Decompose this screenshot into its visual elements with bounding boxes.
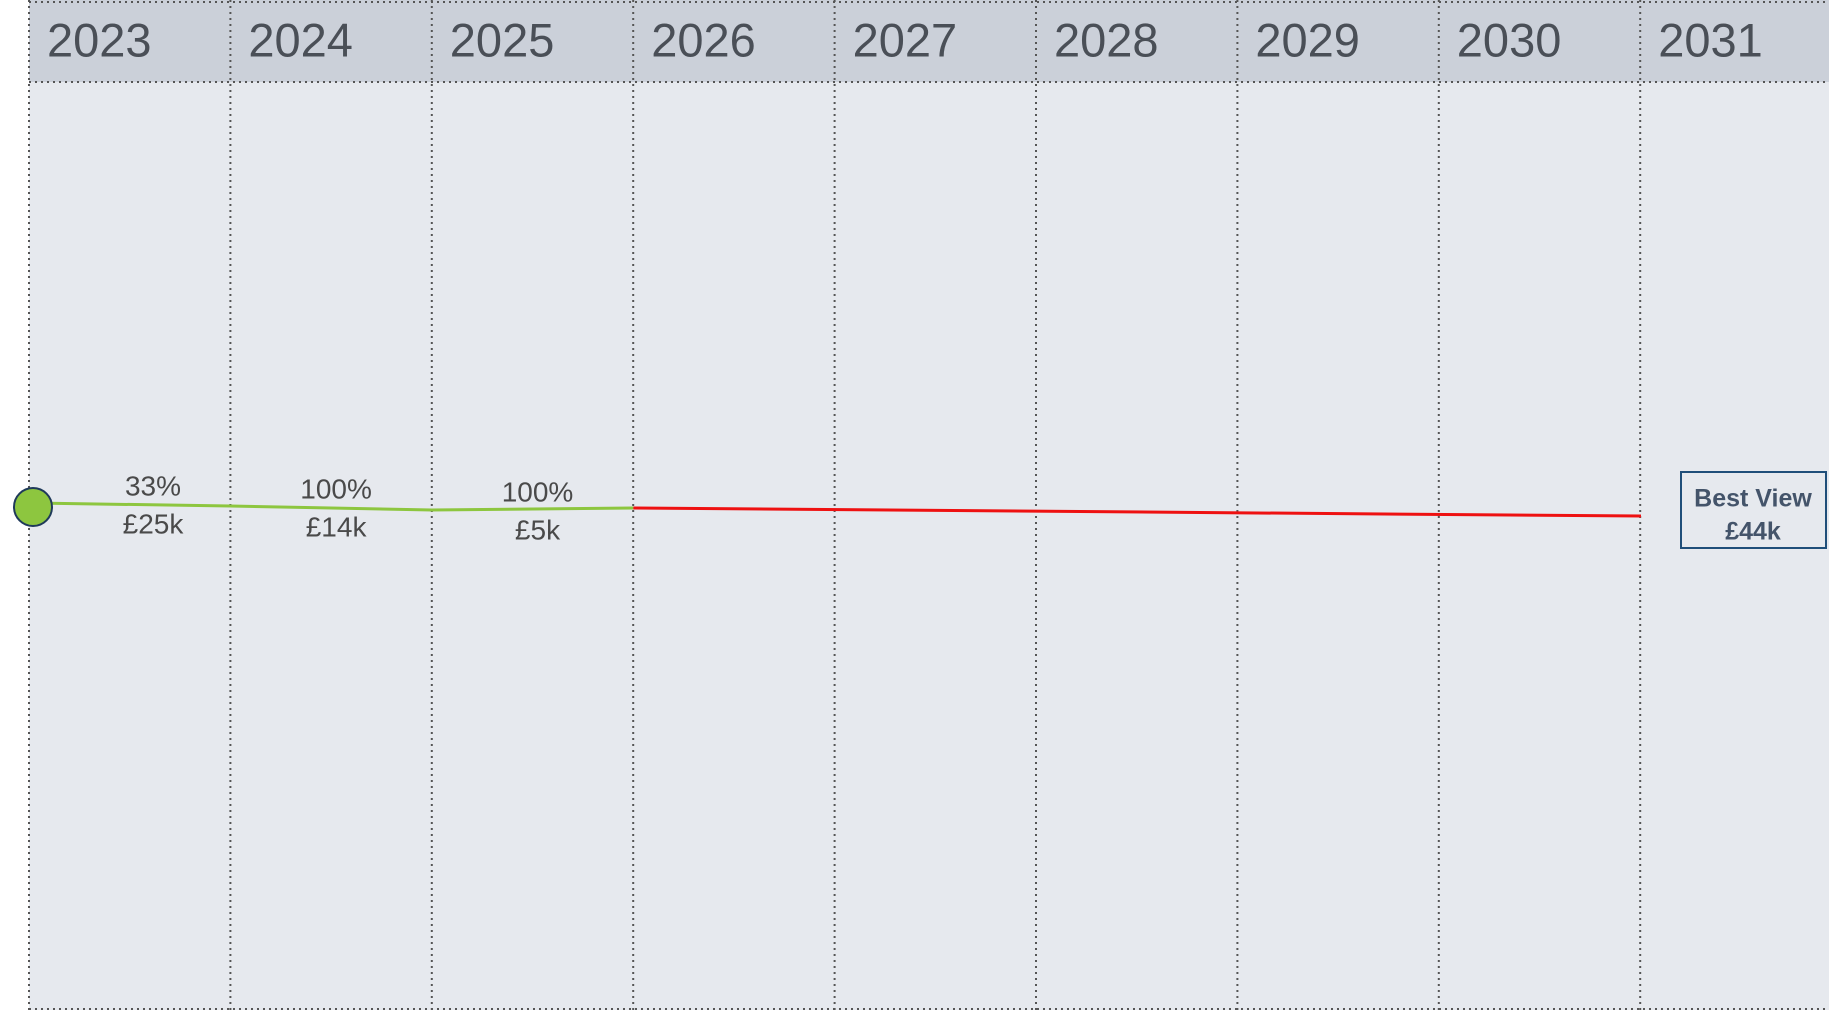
segment-amount: £14k [306,511,368,542]
year-label: 2031 [1658,13,1763,66]
start-marker [13,487,53,527]
year-label: 2029 [1255,13,1360,66]
summary-box [1680,471,1827,549]
actual-line [32,501,634,512]
segment-percent: 100% [300,473,372,504]
forecast-line [633,506,1642,518]
segment-percent: 33% [125,470,181,501]
year-label: 2027 [853,13,958,66]
summary-title: Best View [1694,485,1812,513]
year-label: 2024 [248,13,353,66]
segment-amount: £5k [515,514,561,545]
year-label: 2030 [1457,13,1562,66]
year-label: 2025 [450,13,555,66]
year-label: 2023 [47,13,152,66]
year-label: 2026 [651,13,756,66]
background [29,0,1829,1010]
segment-amount: £25k [123,508,185,539]
summary-amount: £44k [1725,518,1781,546]
year-label: 2028 [1054,13,1159,66]
segment-percent: 100% [502,476,574,507]
header-band [29,0,1829,82]
